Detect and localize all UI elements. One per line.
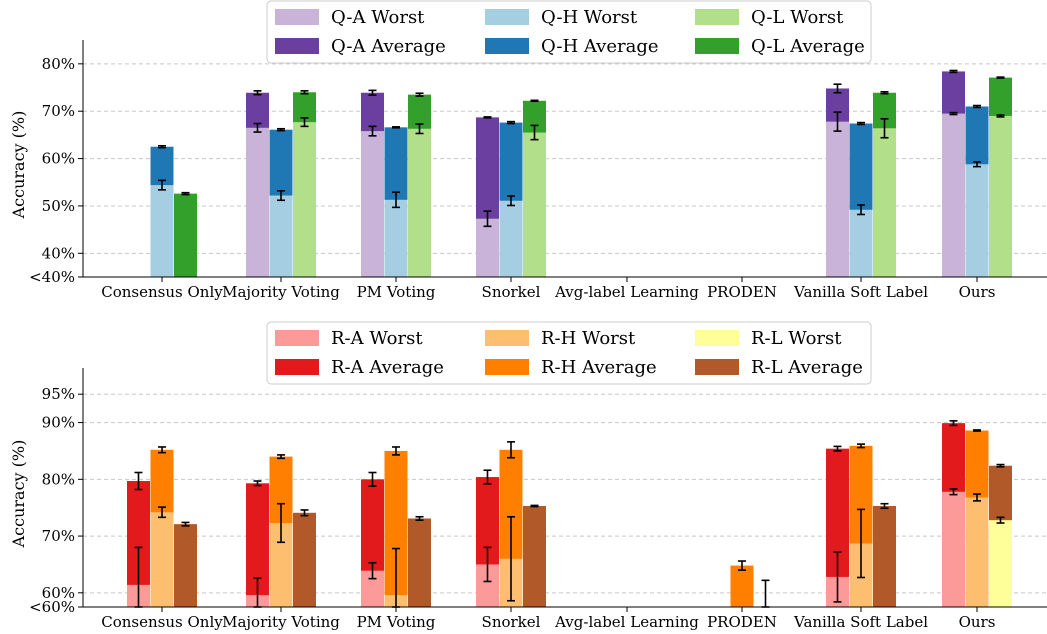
bar-worst — [942, 491, 965, 607]
y-axis-title: Accuracy (%) — [9, 111, 28, 220]
legend-swatch — [275, 330, 319, 346]
x-tick-label: Vanilla Soft Label — [793, 613, 928, 631]
x-tick-label: Majority Voting — [222, 283, 340, 301]
bar-worst — [873, 128, 896, 277]
legend-label: Q-A Worst — [331, 7, 425, 28]
bar-average — [408, 518, 431, 607]
legend-swatch — [485, 330, 529, 346]
bar-worst — [989, 115, 1012, 278]
bar-average — [523, 505, 546, 607]
x-tick-label: Avg-label Learning — [554, 613, 699, 631]
y-tick-label: 80% — [42, 55, 75, 73]
y-tick-label: <60% — [29, 598, 75, 616]
legend-swatch — [695, 9, 739, 25]
legend-label: Q-L Average — [751, 36, 865, 57]
legend-swatch — [485, 9, 529, 25]
bar-worst — [384, 199, 408, 277]
bar-average — [873, 505, 896, 607]
bar-average — [293, 512, 316, 607]
bar-average — [174, 193, 197, 277]
legend-label: R-H Average — [541, 357, 657, 378]
y-tick-label: 70% — [42, 527, 75, 545]
x-tick-label: Avg-label Learning — [554, 283, 699, 301]
legend-label: R-A Average — [331, 357, 444, 378]
x-tick-label: Snorkel — [482, 613, 541, 631]
legend-label: R-A Worst — [331, 328, 423, 349]
y-tick-label: 70% — [42, 102, 75, 120]
x-tick-label: PRODEN — [707, 613, 777, 631]
bar-worst — [849, 209, 873, 277]
legend-label: Q-H Worst — [541, 7, 638, 28]
bar-worst — [361, 131, 384, 277]
bar-worst — [989, 520, 1012, 607]
bar-worst — [965, 497, 989, 607]
bar-worst — [150, 185, 174, 277]
bar-worst — [826, 121, 849, 277]
bar-average — [826, 448, 849, 607]
y-tick-label: <40% — [29, 268, 75, 286]
bar-average — [174, 524, 197, 607]
x-tick-label: Snorkel — [482, 283, 541, 301]
legend-swatch — [275, 359, 319, 375]
y-tick-label: 50% — [42, 197, 75, 215]
x-tick-label: Ours — [959, 283, 996, 301]
x-tick-label: PM Voting — [357, 613, 436, 631]
bar-worst — [965, 164, 989, 277]
legend-label: Q-H Average — [541, 36, 659, 57]
legend-label: R-H Worst — [541, 328, 636, 349]
bar-worst — [269, 195, 293, 277]
bar-worst — [499, 200, 523, 277]
x-tick-label: Ours — [959, 613, 996, 631]
x-tick-label: PRODEN — [707, 283, 777, 301]
bar-worst — [361, 570, 384, 607]
bar-worst — [476, 218, 499, 277]
y-tick-label: 60% — [42, 150, 75, 168]
legend-label: Q-L Worst — [751, 7, 844, 28]
y-tick-label: 60% — [42, 584, 75, 602]
bar-average — [246, 483, 269, 607]
legend-swatch — [695, 38, 739, 54]
bar-worst — [476, 564, 499, 607]
legend-swatch — [485, 359, 529, 375]
bar-average — [127, 481, 150, 607]
bar-worst — [523, 132, 546, 277]
y-tick-label: 90% — [42, 414, 75, 432]
bar-worst — [408, 128, 431, 277]
legend-swatch — [275, 38, 319, 54]
x-tick-label: Consensus Only — [101, 613, 223, 631]
bar-worst — [246, 127, 269, 277]
bar-worst — [269, 523, 293, 607]
legend-label: R-L Worst — [751, 328, 842, 349]
legend-swatch — [275, 9, 319, 25]
x-tick-label: Consensus Only — [101, 283, 223, 301]
legend-label: Q-A Average — [331, 36, 446, 57]
y-tick-label: 95% — [42, 385, 75, 403]
bar-worst — [293, 122, 316, 278]
y-axis-title: Accuracy (%) — [9, 440, 28, 549]
x-tick-label: Vanilla Soft Label — [793, 283, 928, 301]
bar-worst — [942, 113, 965, 277]
legend-swatch — [485, 38, 529, 54]
y-tick-label: 40% — [42, 244, 75, 262]
legend-swatch — [695, 359, 739, 375]
x-tick-label: Majority Voting — [222, 613, 340, 631]
legend-swatch — [695, 330, 739, 346]
bar-worst — [150, 512, 174, 607]
bar-average — [730, 565, 754, 607]
x-tick-label: PM Voting — [357, 283, 436, 301]
legend-label: R-L Average — [751, 357, 863, 378]
y-tick-label: 80% — [42, 470, 75, 488]
bar-average — [384, 450, 408, 607]
